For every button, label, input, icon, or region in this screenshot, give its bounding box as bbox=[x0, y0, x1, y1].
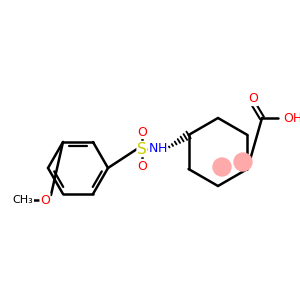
Text: N: N bbox=[148, 142, 158, 155]
Text: OH: OH bbox=[283, 112, 300, 124]
Text: CH₃: CH₃ bbox=[13, 195, 33, 205]
Circle shape bbox=[213, 158, 231, 176]
Text: O: O bbox=[137, 160, 147, 172]
Text: H: H bbox=[157, 142, 167, 155]
Text: O: O bbox=[40, 194, 50, 206]
Text: O: O bbox=[248, 92, 258, 106]
Text: O: O bbox=[137, 125, 147, 139]
Text: S: S bbox=[137, 142, 147, 157]
Circle shape bbox=[234, 153, 252, 171]
